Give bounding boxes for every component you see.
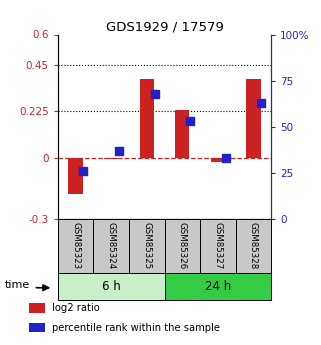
Point: [117, 148, 122, 154]
Text: 6 h: 6 h: [102, 280, 120, 293]
Bar: [246, 79, 261, 158]
Point: [259, 100, 264, 106]
Bar: [175, 110, 189, 158]
Bar: [104, 158, 118, 159]
Text: percentile rank within the sample: percentile rank within the sample: [52, 323, 220, 333]
Bar: [140, 79, 154, 158]
Bar: [68, 158, 83, 195]
Bar: [129, 219, 164, 273]
Bar: [200, 219, 236, 273]
Text: GSM85326: GSM85326: [178, 222, 187, 269]
Bar: [58, 219, 93, 273]
Bar: [29, 323, 45, 333]
Point: [152, 91, 157, 96]
Bar: [29, 303, 45, 313]
Text: GSM85328: GSM85328: [249, 222, 258, 269]
Bar: [164, 273, 271, 300]
Point: [223, 155, 228, 161]
Text: 24 h: 24 h: [205, 280, 231, 293]
Bar: [211, 158, 225, 162]
Text: GSM85327: GSM85327: [213, 222, 222, 269]
Point: [187, 118, 193, 124]
Text: GSM85325: GSM85325: [142, 222, 151, 269]
Text: time: time: [4, 280, 30, 290]
Bar: [236, 219, 271, 273]
Bar: [164, 219, 200, 273]
Point: [81, 168, 86, 174]
Title: GDS1929 / 17579: GDS1929 / 17579: [106, 20, 223, 33]
Text: log2 ratio: log2 ratio: [52, 303, 100, 313]
Bar: [58, 273, 164, 300]
Text: GSM85324: GSM85324: [107, 222, 116, 269]
Bar: [93, 219, 129, 273]
Text: GSM85323: GSM85323: [71, 222, 80, 269]
